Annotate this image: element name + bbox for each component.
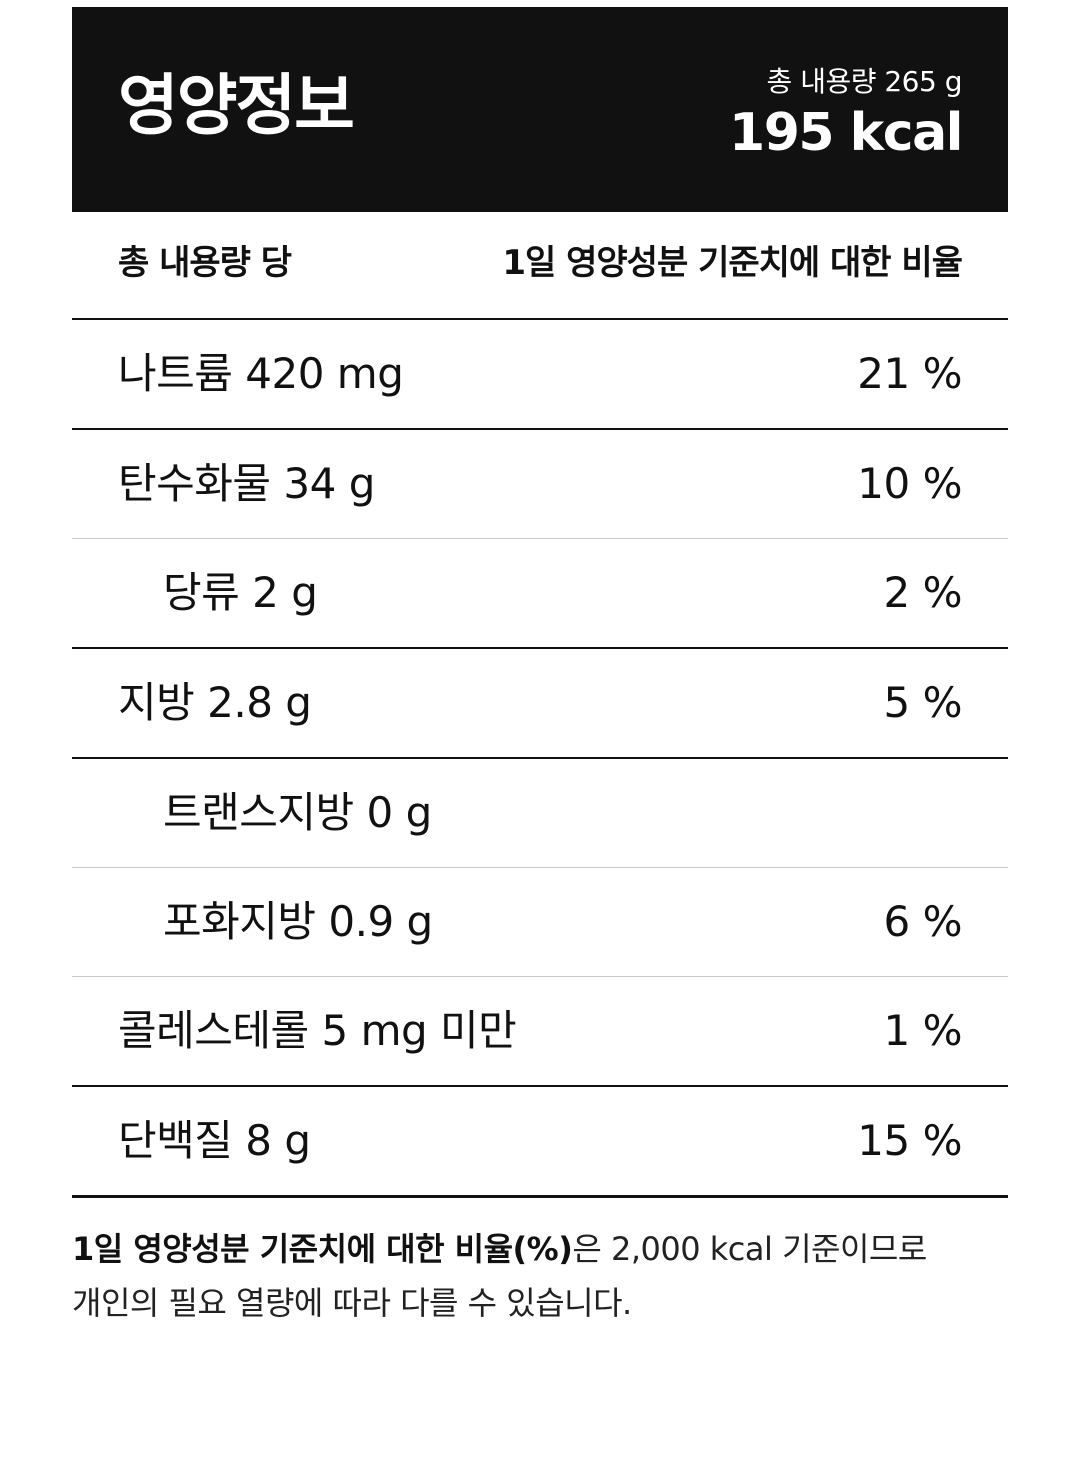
- nutrient-row-trans-fat: 트랜스지방 0 g: [72, 759, 1008, 868]
- footnote: 1일 영양성분 기준치에 대한 비율(%)은 2,000 kcal 기준이므로 …: [72, 1198, 1008, 1330]
- nutrient-percent: 2 %: [883, 568, 963, 617]
- nutrition-title: 영양정보: [118, 67, 355, 144]
- footnote-emphasis: 1일 영양성분 기준치에 대한 비율(%): [72, 1230, 573, 1268]
- nutrient-percent: 5 %: [883, 678, 963, 727]
- nutrient-row-protein: 단백질 8 g 15 %: [72, 1087, 1008, 1198]
- nutrient-name: 콜레스테롤 5 mg 미만: [118, 1006, 517, 1055]
- footnote-line-1-text: 은 2,000 kcal 기준이므로: [572, 1230, 927, 1268]
- nutrient-percent: 10 %: [857, 459, 962, 508]
- nutrient-percent: 6 %: [883, 897, 963, 946]
- nutrient-name: 트랜스지방 0 g: [163, 788, 432, 837]
- nutrient-row-cholesterol: 콜레스테롤 5 mg 미만 1 %: [72, 977, 1008, 1087]
- calories-value: 195 kcal: [729, 102, 963, 163]
- header-summary: 총 내용량 265 g 195 kcal: [729, 65, 963, 163]
- nutrition-header: 영양정보 총 내용량 265 g 195 kcal: [72, 7, 1008, 212]
- nutrient-name: 단백질 8 g: [118, 1116, 311, 1165]
- footnote-line-2: 개인의 필요 열량에 따라 다를 수 있습니다.: [72, 1284, 632, 1322]
- nutrient-percent: 1 %: [883, 1006, 963, 1055]
- nutrient-row-saturated-fat: 포화지방 0.9 g 6 %: [72, 868, 1008, 977]
- nutrition-label: 영양정보 총 내용량 265 g 195 kcal 총 내용량 당 1일 영양성…: [72, 7, 1008, 1330]
- column-headers: 총 내용량 당 1일 영양성분 기준치에 대한 비율: [72, 212, 1008, 320]
- nutrient-name: 포화지방 0.9 g: [163, 897, 433, 946]
- column-header-per-total: 총 내용량 당: [118, 243, 292, 283]
- nutrient-row-fat: 지방 2.8 g 5 %: [72, 649, 1008, 759]
- nutrient-name: 지방 2.8 g: [118, 678, 312, 727]
- nutrient-percent: 15 %: [857, 1116, 962, 1165]
- nutrient-name: 당류 2 g: [163, 568, 318, 617]
- nutrient-row-sodium: 나트륨 420 mg 21 %: [72, 320, 1008, 430]
- nutrient-name: 탄수화물 34 g: [118, 459, 375, 508]
- column-header-daily-value: 1일 영양성분 기준치에 대한 비율: [502, 243, 963, 283]
- total-amount: 총 내용량 265 g: [766, 65, 963, 98]
- nutrient-name: 나트륨 420 mg: [118, 349, 404, 398]
- nutrient-percent: 21 %: [857, 349, 962, 398]
- nutrient-row-sugars: 당류 2 g 2 %: [72, 539, 1008, 649]
- footnote-line-1: 1일 영양성분 기준치에 대한 비율(%)은 2,000 kcal 기준이므로: [72, 1222, 1008, 1276]
- nutrient-row-carbs: 탄수화물 34 g 10 %: [72, 430, 1008, 539]
